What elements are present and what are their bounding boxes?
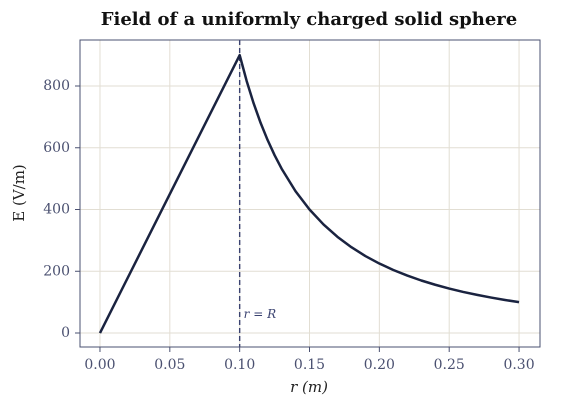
y-tick-label: 0 (61, 325, 70, 341)
x-tick-label: 0.30 (503, 357, 534, 373)
y-tick-label: 400 (43, 202, 70, 218)
annotation: r = R (244, 307, 276, 321)
x-axis-label: r (m) (290, 378, 328, 396)
x-tick-label: 0.15 (294, 357, 325, 373)
y-tick-label: 200 (43, 263, 70, 279)
x-tick-label: 0.25 (434, 357, 465, 373)
chart-title: Field of a uniformly charged solid spher… (101, 9, 518, 30)
y-tick-label: 800 (43, 78, 70, 94)
y-axis-label: E (V/m) (10, 164, 28, 222)
x-tick-label: 0.05 (154, 357, 185, 373)
x-tick-label: 0.10 (224, 357, 255, 373)
x-tick-label: 0.20 (364, 357, 395, 373)
data-line (98, 53, 520, 334)
x-tick-label: 0.00 (84, 357, 115, 373)
y-tick-label: 600 (43, 140, 70, 156)
plot-frame (79, 39, 541, 348)
